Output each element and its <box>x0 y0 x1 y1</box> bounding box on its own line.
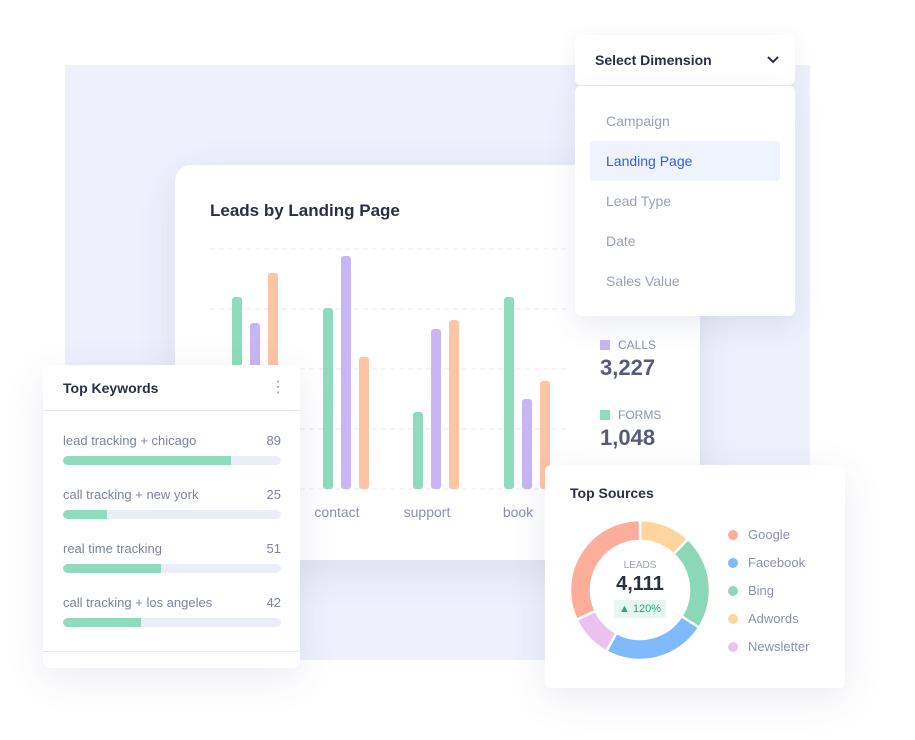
keyword-label: call tracking + los angeles <box>63 595 213 610</box>
x-tick-label: book <box>503 504 534 520</box>
keyword-value: 25 <box>266 487 281 502</box>
bar <box>413 412 423 489</box>
keyword-progress-track <box>63 564 281 573</box>
source-legend-item: Facebook <box>728 555 805 570</box>
legend-dot <box>728 641 738 652</box>
dimension-option[interactable]: Campaign <box>606 113 670 129</box>
x-tick-label: contact <box>314 504 359 520</box>
bar <box>323 308 333 489</box>
keyword-label: call tracking + new york <box>63 487 199 502</box>
keyword-label: lead tracking + chicago <box>63 433 197 448</box>
bar <box>341 256 351 489</box>
bar <box>522 399 532 489</box>
chart-title: Leads by Landing Page <box>210 201 400 220</box>
keywords-header: Top Keywords ⋮ <box>43 365 300 411</box>
source-legend-item: Bing <box>728 583 774 598</box>
donut-center: LEADS 4,111 ▲ 120% <box>600 560 680 618</box>
bar <box>431 329 441 489</box>
source-label: Bing <box>748 583 775 598</box>
keyword-progress-fill <box>63 618 142 627</box>
source-label: Adwords <box>748 611 799 626</box>
legend-value: 1,048 <box>600 425 656 450</box>
source-label: Facebook <box>748 555 806 570</box>
legend-forms: FORMS 1,048 <box>600 408 661 451</box>
source-legend-item: Adwords <box>728 611 799 626</box>
bar <box>504 297 514 489</box>
leads-value: 4,111 <box>616 573 664 595</box>
triangle-up-icon: ▲ <box>618 603 630 615</box>
keyword-label: real time tracking <box>63 541 162 556</box>
donut-slice-facebook <box>604 614 701 662</box>
change-value: 120% <box>632 603 662 615</box>
keyword-progress-fill <box>63 456 231 465</box>
bar <box>449 320 459 489</box>
legend-dot <box>728 529 738 540</box>
select-dimension-dropdown[interactable]: Select Dimension <box>575 35 795 85</box>
dimension-menu: Campaign Landing Page Lead Type Date Sales V… <box>575 86 795 316</box>
top-keywords-card: Top Keywords ⋮ lead tracking + chicago 89… <box>43 365 300 668</box>
legend-label: FORMS <box>618 408 662 422</box>
keyword-progress-track <box>63 456 281 465</box>
keyword-item: call tracking + los angeles 42 <box>63 595 281 627</box>
keyword-item: call tracking + new york 25 <box>63 487 281 519</box>
keyword-item: real time tracking 51 <box>63 541 281 573</box>
change-badge: ▲ 120% <box>613 600 667 618</box>
keywords-title: Top Keywords <box>63 379 159 396</box>
chevron-down-icon <box>767 56 779 64</box>
donut-chart <box>568 518 712 662</box>
leads-label: LEADS <box>623 560 657 571</box>
source-legend-item: Newsletter <box>728 639 809 654</box>
bar <box>540 381 550 489</box>
keyword-value: 51 <box>266 541 281 556</box>
legend-dot <box>728 613 738 624</box>
keyword-progress-track <box>63 510 281 519</box>
sources-title: Top Sources <box>570 485 654 501</box>
dimension-option[interactable]: Sales Value <box>606 273 680 289</box>
legend-dot <box>728 585 738 596</box>
source-legend-item: Google <box>728 527 790 542</box>
legend-calls: CALLS 3,227 <box>600 338 656 381</box>
legend-dot <box>728 557 738 568</box>
keyword-progress-fill <box>63 564 162 573</box>
dimension-option[interactable]: Lead Type <box>606 193 672 209</box>
top-sources-card: Top Sources LEADS 4,111 ▲ 120% Google Fac… <box>545 465 845 688</box>
keyword-value: 89 <box>266 433 281 448</box>
dropdown-label: Select Dimension <box>595 52 712 68</box>
divider <box>43 651 300 652</box>
forms-swatch <box>600 410 610 420</box>
keyword-value: 42 <box>266 595 281 610</box>
keyword-progress-fill <box>63 510 107 519</box>
more-vertical-icon[interactable]: ⋮ <box>270 378 286 396</box>
x-tick-label: support <box>404 504 451 520</box>
keyword-item: lead tracking + chicago 89 <box>63 433 281 465</box>
dimension-option[interactable]: Date <box>606 233 636 249</box>
legend-value: 3,227 <box>600 355 656 380</box>
source-label: Newsletter <box>748 639 810 654</box>
donut-slice-google <box>568 518 642 622</box>
calls-swatch <box>600 340 610 350</box>
legend-label: CALLS <box>618 338 657 352</box>
source-label: Google <box>748 527 790 542</box>
keyword-progress-track <box>63 618 281 627</box>
dimension-option[interactable]: Landing Page <box>590 141 780 181</box>
bar <box>359 357 369 489</box>
